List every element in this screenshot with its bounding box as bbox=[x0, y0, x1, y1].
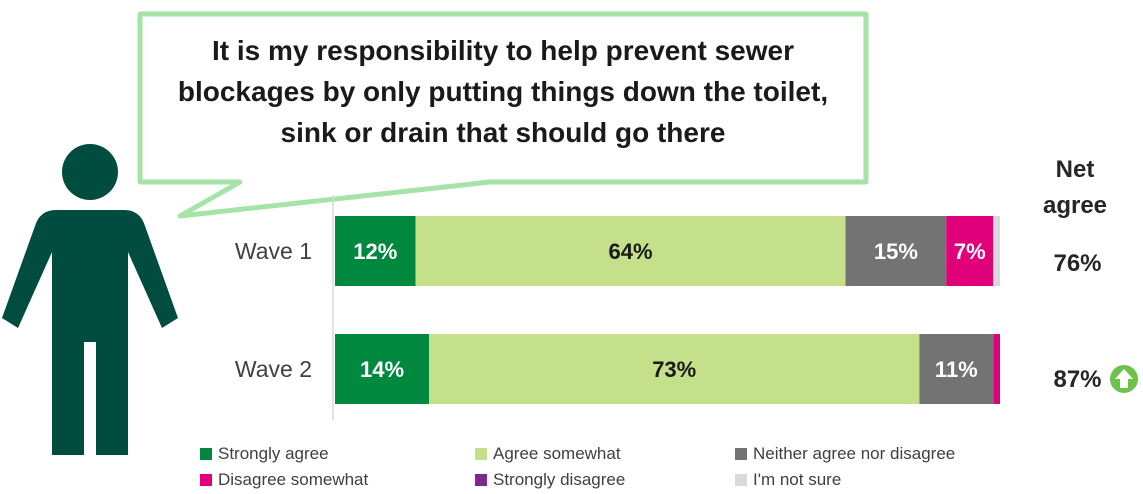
legend-item: Strongly agree bbox=[200, 444, 329, 464]
bar-segment bbox=[993, 334, 1000, 404]
data-label: 11% bbox=[935, 357, 978, 382]
net-header-line: Net bbox=[1055, 156, 1095, 183]
callout-text: It is my responsibility to help prevent … bbox=[150, 30, 856, 153]
net-header-line: agree bbox=[1042, 192, 1108, 219]
speech-bubble bbox=[137, 11, 869, 219]
legend-swatch bbox=[735, 448, 747, 460]
legend-swatch bbox=[475, 448, 487, 460]
up-arrow-icon bbox=[1110, 365, 1138, 393]
bar-segment bbox=[335, 216, 416, 286]
data-label: 7% bbox=[954, 239, 986, 264]
legend-label: Strongly disagree bbox=[493, 470, 626, 489]
callout-line: It is my responsibility to help prevent … bbox=[212, 35, 794, 66]
legend-swatch bbox=[735, 474, 747, 486]
net-agree-wave-2: 87% bbox=[1053, 366, 1102, 393]
net-agree-header: Net agree bbox=[1030, 152, 1120, 224]
callout-line: sink or drain that should go there bbox=[280, 117, 726, 148]
bar-segment bbox=[993, 216, 1000, 286]
data-label: 73% bbox=[652, 357, 696, 382]
bar-segment bbox=[919, 334, 994, 404]
data-label: 15% bbox=[874, 239, 918, 264]
legend-label: Disagree somewhat bbox=[218, 470, 369, 489]
legend-item: Agree somewhat bbox=[475, 444, 621, 464]
bar-area: Wave 1 12% 64% 15% 7% Wave 2 14% 73% 11% bbox=[235, 216, 1000, 404]
person-icon bbox=[2, 144, 178, 455]
legend-item: I'm not sure bbox=[735, 470, 841, 490]
legend-label: Agree somewhat bbox=[493, 444, 621, 463]
net-agree-wave-1: 76% bbox=[1053, 250, 1102, 277]
legend-item: Neither agree nor disagree bbox=[735, 444, 955, 464]
data-label: 12% bbox=[353, 239, 397, 264]
legend-item: Strongly disagree bbox=[475, 470, 625, 490]
callout-line: blockages by only putting things down th… bbox=[177, 76, 829, 107]
legend-swatch bbox=[200, 448, 212, 460]
bar-segment bbox=[946, 216, 994, 286]
legend-swatch bbox=[200, 474, 212, 486]
legend-swatch bbox=[475, 474, 487, 486]
bar-segment bbox=[415, 216, 846, 286]
bar-segment bbox=[335, 334, 430, 404]
legend-label: Strongly agree bbox=[218, 444, 329, 463]
category-label: Wave 2 bbox=[235, 356, 312, 382]
data-label: 14% bbox=[360, 357, 404, 382]
data-label: 64% bbox=[609, 239, 653, 264]
category-label: Wave 1 bbox=[235, 238, 312, 264]
legend-item: Disagree somewhat bbox=[200, 470, 368, 490]
bar-segment bbox=[429, 334, 920, 404]
bar-segment bbox=[845, 216, 947, 286]
legend-label: I'm not sure bbox=[753, 470, 842, 489]
legend-label: Neither agree nor disagree bbox=[753, 444, 956, 463]
